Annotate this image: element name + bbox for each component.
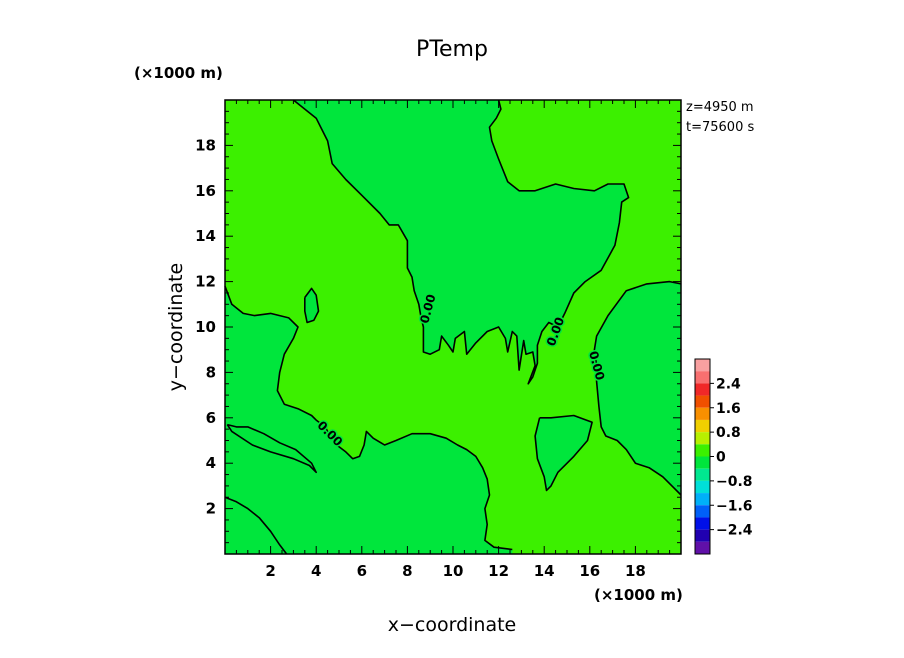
plot-frame [224,99,682,555]
negative-region [225,286,513,554]
colorbar-bin [695,529,710,542]
colorbar-bin [695,407,710,420]
time-info: t=75600 s [686,120,754,135]
x-tick-label: 6 [357,562,367,580]
contour-line-southwest-corner [224,496,288,555]
z-level-info: z=4950 m [686,100,754,115]
colorbar-tick-label: −1.6 [716,498,753,514]
x-tick-label: 18 [625,562,646,580]
colorbar-bin [695,517,710,530]
contour-line-west-lobe [224,285,513,551]
colorbar-bin [695,359,710,372]
colorbar-bin [695,541,710,554]
y-unit-label: (×1000 m) [134,64,223,82]
contour-line-center-isle [303,287,320,324]
x-tick-label: 10 [443,562,464,580]
colorbar-tick-label: −0.8 [716,474,753,490]
colorbar-tick-label: 2.4 [716,376,741,392]
negative-region [293,100,629,384]
plot-area: 0.000.000.000.00 [224,99,682,555]
x-tick-labels: 2 4 6 8 10 12 14 16 18 [265,562,645,580]
contour-line-west-isle [226,423,318,474]
negative-region [304,288,319,323]
contour-lines [224,99,682,555]
negative-region [594,281,681,495]
y-tick-label: 4 [206,454,216,472]
colorbar-bins [695,359,710,554]
x-unit-label: (×1000 m) [594,586,683,604]
negative-region [535,415,593,491]
y-tick-label: 18 [195,136,216,154]
colorbar-bin [695,480,710,494]
colorbar-tick-label: 0 [716,450,726,466]
x-tick-label: 12 [488,562,509,580]
y-tick-label: 12 [195,273,216,291]
colorbar-bin [695,419,710,433]
colorbar-bin [695,456,710,469]
y-tick-label: 2 [206,500,216,518]
colorbar: 2.4 1.6 0.8 0 −0.8 −1.6 −2.4 [694,358,753,555]
y-axis-label: y−coordinate [165,263,187,392]
colorbar-labels: 2.4 1.6 0.8 0 −0.8 −1.6 −2.4 [710,376,753,539]
x-tick-label: 14 [534,562,555,580]
colorbar-bin [695,432,710,445]
colorbar-bin [695,383,710,396]
contour-line-east-ridge [593,280,682,496]
colorbar-bin [695,505,710,518]
y-tick-label: 8 [206,363,216,381]
y-tick-label: 16 [195,182,216,200]
colorbar-bin [695,493,710,506]
x-tick-label: 4 [311,562,321,580]
negative-region [227,424,317,473]
colorbar-bin [695,468,710,481]
y-tick-label: 6 [206,409,216,427]
y-tick-label: 10 [195,318,216,336]
x-tick-label: 2 [265,562,275,580]
colorbar-tick-label: 0.8 [716,425,741,441]
colorbar-tick-label: −2.4 [716,523,753,539]
chart-title: PTemp [416,37,488,62]
colorbar-tick-label: 1.6 [716,401,741,417]
contour-line-north-tongue [292,99,630,385]
x-tick-label: 8 [402,562,412,580]
x-axis-label: x−coordinate [388,614,517,636]
x-tick-label: 16 [579,562,600,580]
colorbar-bin [695,371,710,384]
colorbar-bin [695,395,710,408]
contour-line-east-isle [534,414,593,492]
colorbar-bin [695,444,710,457]
y-tick-label: 14 [195,227,216,245]
y-tick-labels: 2 4 6 8 10 12 14 16 18 [195,136,216,517]
negative-field-layer [225,100,681,554]
